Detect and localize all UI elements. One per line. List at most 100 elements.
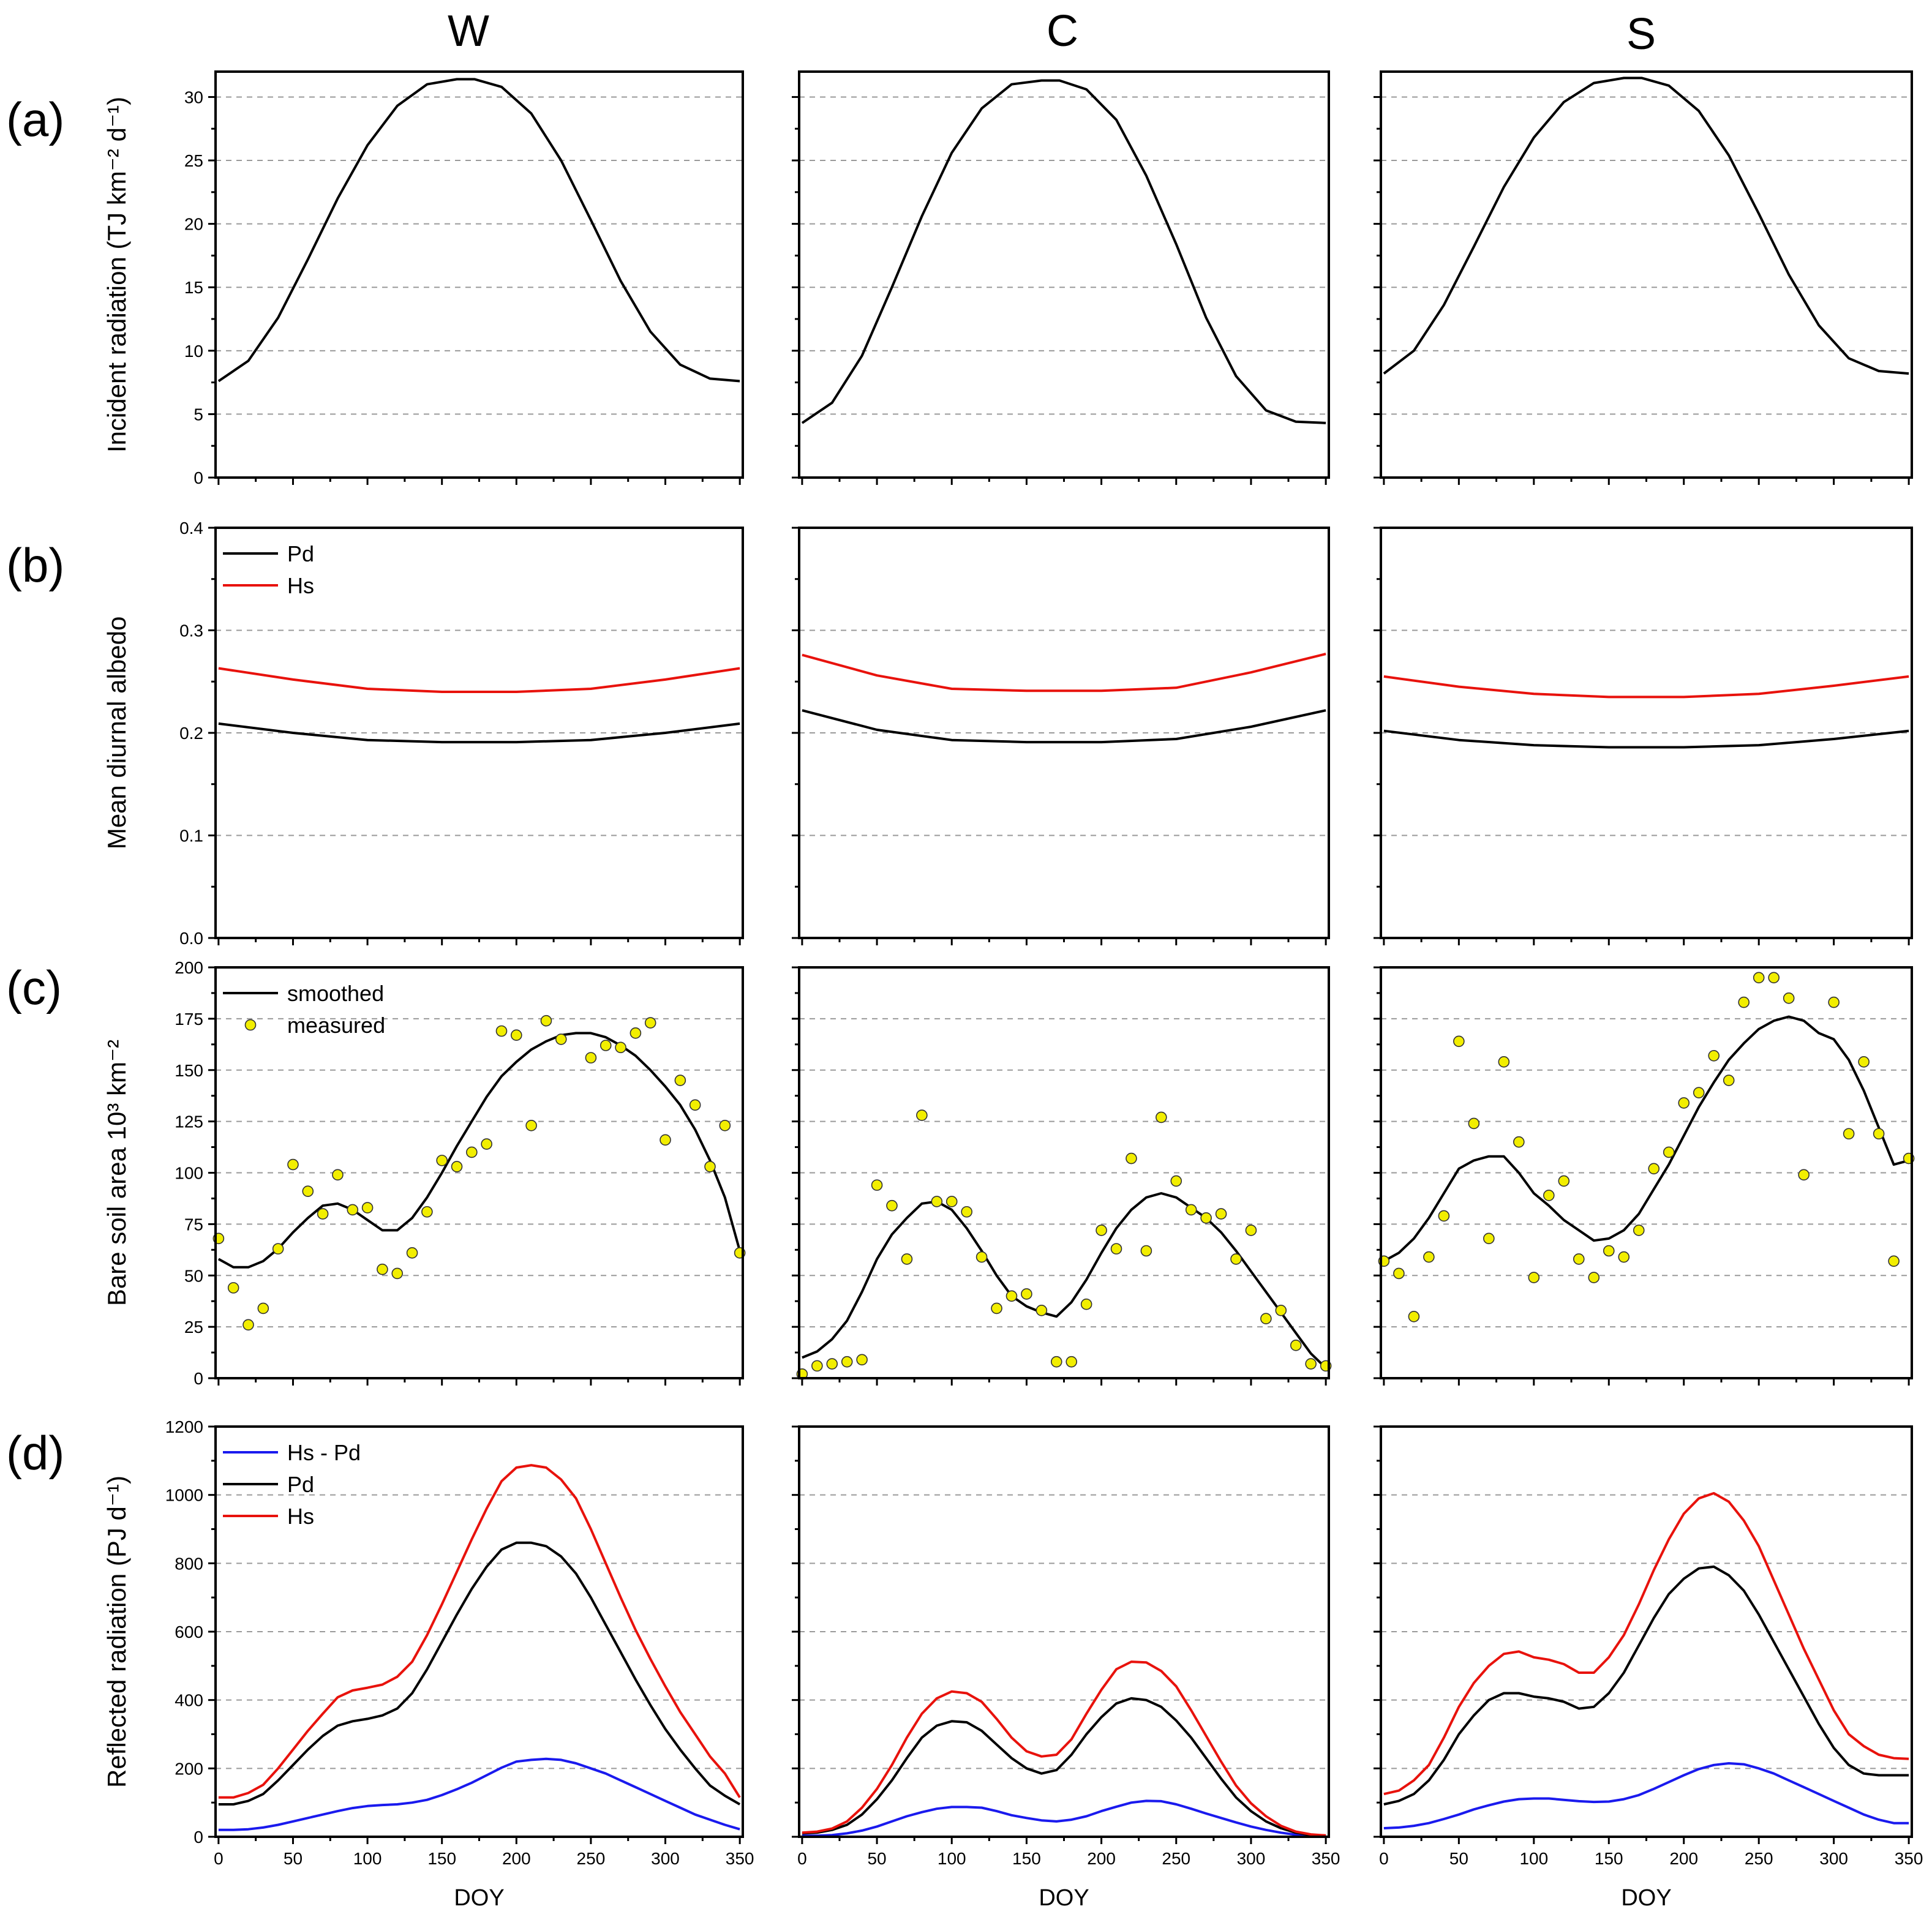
panel-c-w-ytick-label: 150 [175, 1061, 203, 1080]
panel-b-s-series-hs [1383, 675, 1909, 699]
panel-c-w-measured-point [227, 1282, 239, 1294]
panel-c-w-measured-point [585, 1052, 597, 1063]
panel-c-w-ytick-label: 200 [175, 958, 203, 977]
panel-c-c-measured-point [1005, 1290, 1018, 1302]
panel-b-w-ytick-label: 0.0 [179, 929, 203, 948]
panel-c-w-ytick-label: 0 [194, 1369, 203, 1388]
panel-d-c-series-hs [802, 1660, 1326, 1837]
column-title-w: W [448, 7, 489, 56]
panel-c-s-measured-point [1468, 1117, 1480, 1130]
panel-b-w-ytick-label: 0.4 [179, 519, 203, 538]
panel-b-w-series-hs [218, 667, 740, 693]
panel-c-w-measured-point [481, 1138, 492, 1150]
panel-d-w-ytick-label: 1000 [165, 1486, 203, 1505]
panel-b-c [792, 527, 1330, 945]
panel-c-s-frame [1380, 966, 1913, 1379]
panel-b-s-frame [1380, 527, 1913, 939]
panel-c-w-measured-point [674, 1075, 686, 1086]
row-label-c: (c) [6, 961, 62, 1015]
panel-d-s-xtick-label: 350 [1895, 1849, 1923, 1868]
x-axis-label-s: DOY [1621, 1885, 1671, 1911]
panel-c-w-measured-point [287, 1158, 299, 1171]
panel-c-s-measured-point [1558, 1175, 1570, 1187]
panel-c-s-measured-point [1603, 1245, 1615, 1257]
panel-b-c-series-hs [802, 653, 1326, 692]
panel-c-s-measured-point [1498, 1056, 1510, 1068]
panel-d-w-xtick-label: 300 [651, 1849, 680, 1868]
panel-c-w-measured-point [332, 1169, 344, 1181]
x-axis-label-c: DOY [1039, 1885, 1089, 1911]
panel-c-c-measured-point [931, 1196, 943, 1207]
panel-c-w-measured-point [451, 1161, 463, 1172]
panel-d-s-xtick-label: 50 [1449, 1849, 1468, 1868]
panel-c-s-measured-point [1888, 1255, 1900, 1267]
panel-c-w-measured-point [272, 1243, 284, 1255]
row-label-d: (d) [6, 1426, 64, 1480]
x-axis-label-w: DOY [454, 1885, 504, 1911]
panel-c-s [1374, 966, 1915, 1386]
panel-c-w-measured-point [406, 1247, 418, 1259]
panel-c-c-measured-point [841, 1356, 853, 1368]
panel-d-w-xtick-label: 100 [353, 1849, 382, 1868]
panel-c-c-measured-point [916, 1109, 928, 1121]
panel-d-s-series-hs [1383, 1491, 1909, 1796]
panel-a-s-series-incident [1383, 77, 1909, 375]
panel-c-w-measured-point [391, 1267, 404, 1280]
panel-c-c-frame [798, 966, 1330, 1379]
panel-c-s-measured-point [1663, 1146, 1675, 1158]
panel-d-w-series-hs [218, 1464, 741, 1799]
panel-a-w-ytick-label: 25 [184, 151, 203, 170]
panel-b-s-series-pd [1383, 729, 1909, 749]
panel-c-s-measured-point [1753, 972, 1765, 984]
panel-d-w-xtick-label: 150 [427, 1849, 456, 1868]
panel-c-w-measured-point [495, 1025, 508, 1037]
panel-c-s-measured-point [1513, 1136, 1525, 1148]
panel-d-w-xtick-label: 250 [577, 1849, 606, 1868]
y-axis-label-d: Reflected radiation (PJ d⁻¹) [102, 1476, 131, 1788]
panel-c-w-ytick-label: 25 [184, 1318, 203, 1337]
panel-c-c-measured-point [991, 1302, 1002, 1315]
y-axis-label-c: Bare soil area 10³ km⁻² [102, 1040, 131, 1306]
row-label-b: (b) [6, 538, 64, 592]
legend-label-pd: Pd [287, 1472, 314, 1497]
panel-c-w-measured-point [704, 1161, 716, 1172]
panel-a-w: 0 5 10 15 20 25 30 Incident radiation (TJ km⁻² … [102, 70, 744, 487]
panel-c-w-measured-point [525, 1120, 537, 1131]
panel-b-w-ytick-label: 0.2 [179, 724, 203, 743]
panel-d-s-xtick-label: 150 [1595, 1849, 1623, 1868]
panel-c-c-measured-point [886, 1199, 898, 1212]
panel-c-s-measured-point [1633, 1225, 1645, 1236]
panel-c-s-measured-point [1798, 1169, 1810, 1181]
column-title-c: C [1047, 7, 1078, 56]
panel-d-c-series-hs-pd [802, 1799, 1326, 1837]
panel-c-c-measured-point [871, 1179, 883, 1191]
panel-d-s-xtick-label: 300 [1819, 1849, 1848, 1868]
panel-c-s-measured-point [1618, 1251, 1630, 1263]
panel-d-c-xtick-label: 150 [1012, 1849, 1041, 1868]
panel-a-s-frame [1380, 70, 1913, 479]
panel-c-c-measured-point [811, 1360, 823, 1372]
panel-c-w-measured-point [555, 1033, 567, 1045]
panel-c-s-measured-point [1858, 1056, 1870, 1068]
panel-d-w-frame [214, 1425, 744, 1838]
panel-b-w-ytick-label: 0.3 [179, 621, 203, 640]
panel-d-w-ytick-label: 0 [194, 1828, 203, 1847]
panel-b-w-series-pd [218, 722, 740, 744]
panel-c-w-measured-point [630, 1027, 642, 1039]
panel-c-s-measured-point [1738, 996, 1750, 1008]
panel-c-c-measured-point [1305, 1358, 1317, 1370]
panel-d-s-xtick-label: 200 [1669, 1849, 1698, 1868]
panel-d-w-ytick-label: 400 [175, 1691, 203, 1710]
panel-d-s-series-pd [1383, 1565, 1909, 1806]
panel-c-s-measured-point [1843, 1128, 1855, 1140]
panel-d-w-xtick-label: 200 [502, 1849, 531, 1868]
panel-d-w-xtick-label: 0 [214, 1849, 224, 1868]
panel-c-w-ytick-label: 50 [184, 1266, 203, 1285]
panel-c-c-measured-point [1170, 1175, 1182, 1187]
panel-c-w-measured-point [436, 1155, 448, 1166]
panel-d-w-ytick-label: 200 [175, 1759, 203, 1778]
panel-a-c-series-incident [801, 79, 1326, 424]
panel-d-c-xtick-label: 0 [797, 1849, 807, 1868]
